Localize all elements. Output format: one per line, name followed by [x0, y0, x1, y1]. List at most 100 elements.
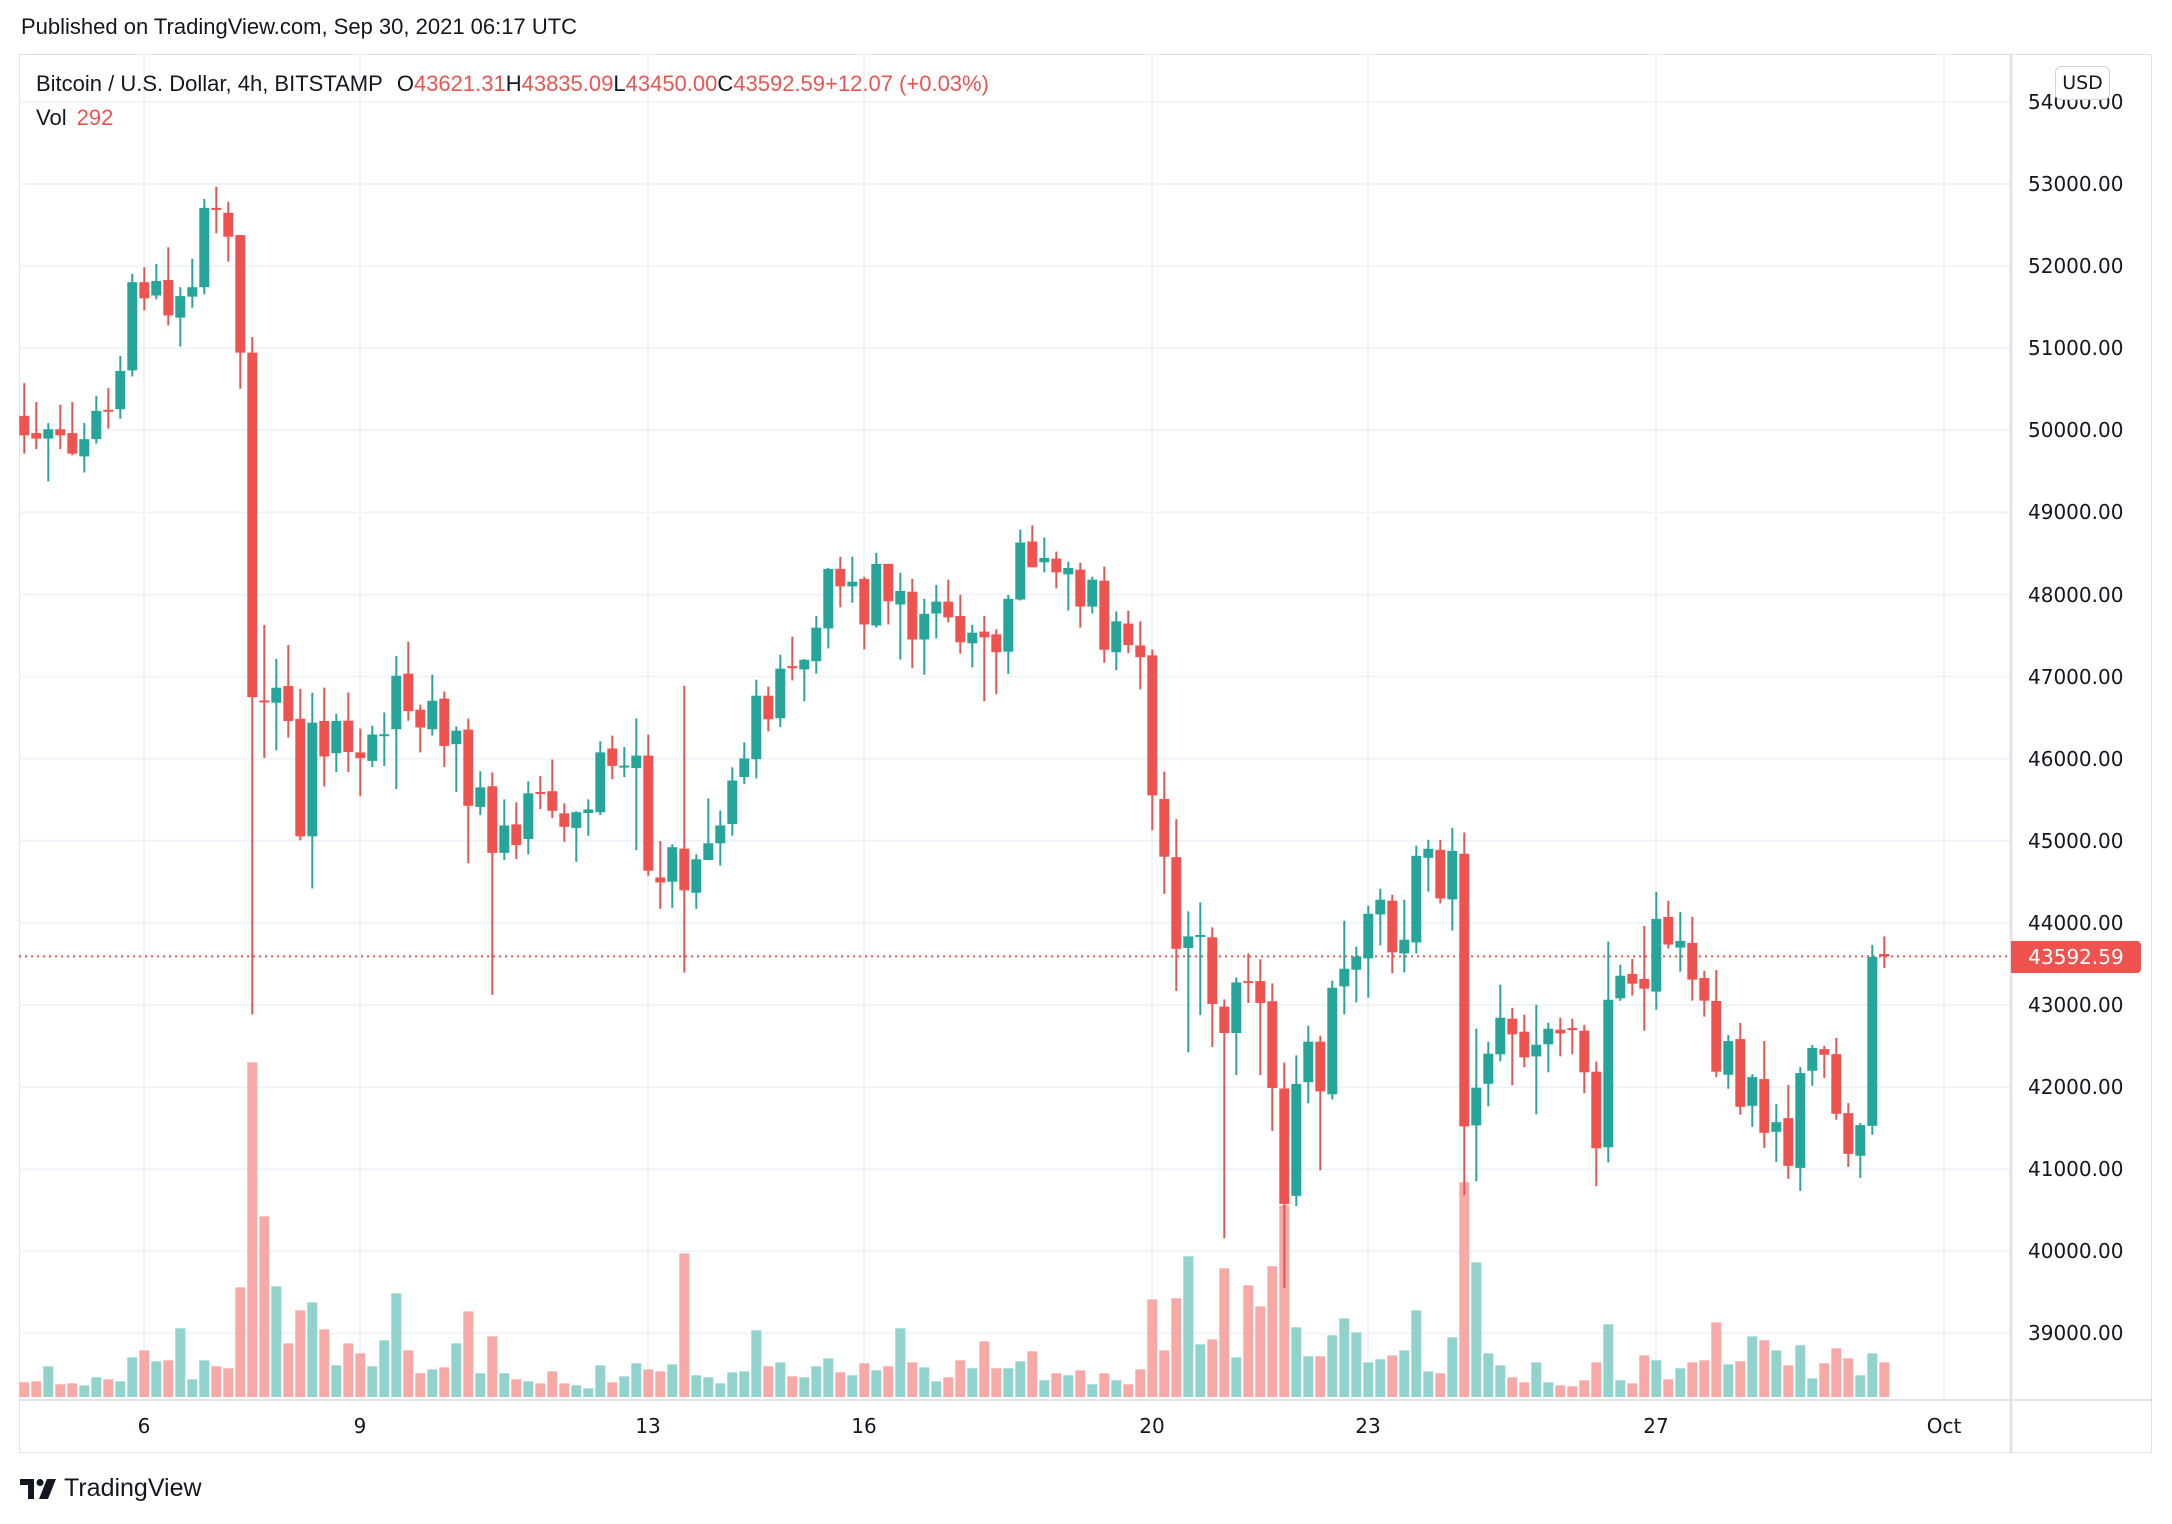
volume-label[interactable]: Vol	[36, 105, 67, 130]
volume-bar	[1147, 1299, 1158, 1397]
volume-bar	[643, 1369, 654, 1397]
volume-bar	[607, 1382, 618, 1397]
candle-body-up	[427, 700, 438, 730]
volume-bar	[943, 1377, 954, 1397]
candle-body-down	[1663, 916, 1674, 945]
candle-body-up	[727, 780, 738, 825]
volume-bar	[1543, 1382, 1554, 1397]
candle-body-down	[1783, 1118, 1794, 1166]
volume-bar	[847, 1375, 858, 1397]
volume-bar	[1759, 1340, 1770, 1397]
volume-bar	[1255, 1306, 1266, 1397]
volume-bar	[787, 1376, 798, 1397]
candle-body-down	[415, 709, 426, 728]
price-tick-label: 52000.00	[2028, 254, 2124, 279]
volume-bar	[367, 1366, 378, 1397]
candle-body-up	[1723, 1041, 1734, 1075]
candle-body-up	[871, 563, 882, 626]
candle-body-up	[307, 722, 318, 837]
candle-body-up	[1231, 982, 1242, 1033]
currency-button[interactable]: USD	[2055, 66, 2110, 100]
volume-bar	[547, 1371, 558, 1397]
candle-body-up	[187, 287, 198, 297]
volume-bar	[1399, 1350, 1410, 1397]
last-price-tag: 43592.59	[2011, 941, 2141, 973]
candle-body-down	[1123, 623, 1134, 646]
candle-body-up	[1807, 1048, 1818, 1071]
low-label: L	[613, 71, 626, 96]
volume-bar	[67, 1383, 78, 1397]
candle-body-up	[691, 859, 702, 893]
candle-body-down	[343, 720, 354, 753]
volume-bar	[1111, 1380, 1122, 1397]
candle-body-down	[259, 700, 270, 703]
volume-bar	[727, 1372, 738, 1397]
volume-bar	[55, 1384, 66, 1397]
candle-body-down	[1027, 541, 1038, 568]
volume-bar	[1831, 1348, 1842, 1397]
candle-body-up	[1087, 579, 1098, 607]
candle-body-down	[283, 686, 294, 722]
volume-bar	[655, 1371, 666, 1397]
volume-bar	[1171, 1298, 1182, 1397]
candle-body-down	[1075, 569, 1086, 607]
candle-body-down	[139, 282, 150, 299]
candle-body-down	[319, 721, 330, 757]
candle-body-down	[103, 409, 114, 412]
candle-body-down	[1519, 1031, 1530, 1058]
volume-bar	[115, 1381, 126, 1397]
candle-body-down	[643, 755, 654, 871]
candle-body-up	[271, 687, 282, 703]
candle-body-down	[31, 433, 42, 439]
volume-bar	[955, 1360, 966, 1397]
candle-body-up	[1483, 1053, 1494, 1084]
candle-body-up	[1675, 940, 1686, 948]
candle-body-down	[955, 615, 966, 643]
volume-bar	[1819, 1363, 1830, 1397]
high-value: 43835.09	[521, 71, 614, 96]
price-tick-label: 50000.00	[2028, 418, 2124, 443]
candle-body-down	[1255, 981, 1266, 1004]
volume-bar	[1063, 1375, 1074, 1397]
tradingview-logo[interactable]: TradingView	[20, 1474, 202, 1503]
volume-bar	[1099, 1373, 1110, 1397]
volume-bar	[1627, 1383, 1638, 1397]
candle-body-down	[1759, 1079, 1770, 1133]
candle-body-down	[1279, 1088, 1290, 1204]
candle-body-up	[1603, 999, 1614, 1148]
volume-bar	[1231, 1357, 1242, 1397]
volume-bar	[991, 1368, 1002, 1397]
price-tick-label: 40000.00	[2028, 1239, 2124, 1264]
candle-body-down	[1171, 857, 1182, 949]
volume-bar	[31, 1381, 42, 1397]
volume-bar	[271, 1286, 282, 1397]
candle-body-down	[835, 568, 846, 587]
candle-body-down	[19, 415, 30, 436]
candle-body-up	[1195, 934, 1206, 937]
symbol-title[interactable]: Bitcoin / U.S. Dollar, 4h, BITSTAMP	[36, 71, 383, 96]
candle-body-down	[1639, 978, 1650, 989]
volume-bar	[1411, 1310, 1422, 1397]
time-tick-label: Oct	[1926, 1414, 1962, 1438]
candle-body-down	[67, 433, 78, 454]
volume-bar	[223, 1368, 234, 1397]
volume-bar	[535, 1383, 546, 1397]
volume-bar	[211, 1366, 222, 1397]
time-tick-label: 9	[353, 1414, 367, 1438]
close-label: C	[717, 71, 734, 96]
candle-body-down	[1219, 1006, 1230, 1033]
volume-bar	[379, 1340, 390, 1397]
candle-body-down	[1819, 1049, 1830, 1055]
candle-body-up	[499, 825, 510, 853]
candle-body-up	[595, 752, 606, 813]
candle-body-down	[235, 235, 246, 353]
price-tick-label: 53000.00	[2028, 172, 2124, 196]
candle-body-up	[1303, 1041, 1314, 1083]
time-tick-label: 6	[137, 1414, 151, 1438]
candle-body-up	[1615, 975, 1626, 999]
volume-value: 292	[76, 105, 114, 130]
volume-bar	[1003, 1368, 1014, 1397]
candle-body-down	[223, 212, 234, 237]
price-tick-label: 49000.00	[2028, 500, 2124, 525]
